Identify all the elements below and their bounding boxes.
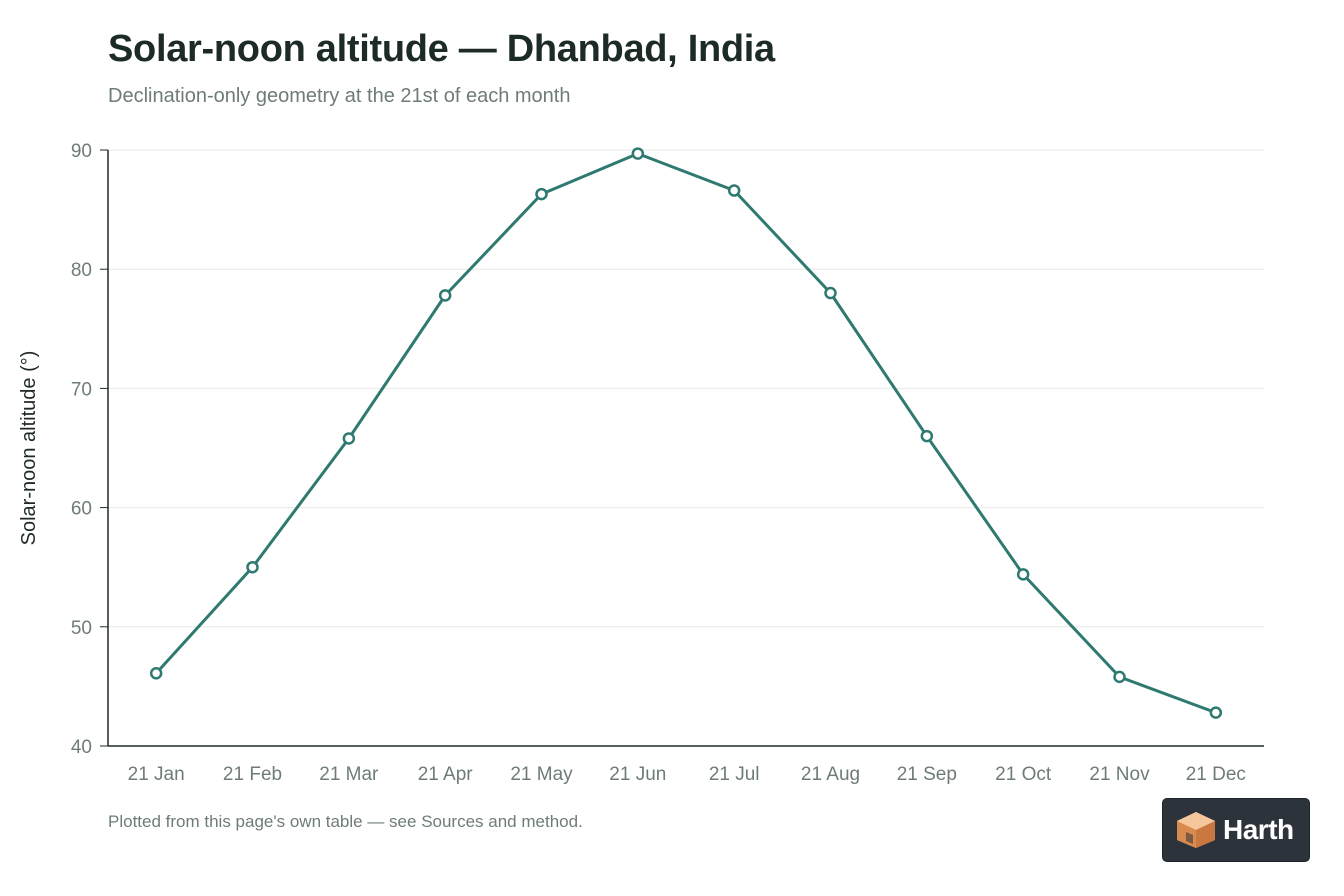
- x-tick-label: 21 Nov: [1089, 764, 1150, 785]
- chart-title: Solar-noon altitude — Dhanbad, India: [108, 28, 775, 70]
- chart-subtitle: Declination-only geometry at the 21st of…: [108, 85, 571, 107]
- y-tick-label: 90: [71, 141, 92, 162]
- data-point[interactable]: [920, 429, 934, 443]
- logo-text: Harth: [1223, 814, 1294, 845]
- x-tick-label: 21 Mar: [319, 764, 379, 785]
- y-tick-labels: 40 50 60 70 80 90: [71, 141, 92, 758]
- y-axis-label: Solar-noon altitude (°): [18, 351, 40, 546]
- data-point[interactable]: [727, 184, 741, 197]
- data-point[interactable]: [1113, 670, 1126, 684]
- data-point[interactable]: [1209, 706, 1223, 719]
- x-tick-label: 21 Apr: [418, 764, 474, 785]
- data-point[interactable]: [246, 560, 259, 574]
- data-point[interactable]: [149, 667, 163, 680]
- y-tick-label: 80: [71, 260, 92, 281]
- data-point[interactable]: [1016, 568, 1030, 581]
- series-altitude: [149, 147, 1223, 719]
- x-tick-label: 21 Jan: [128, 764, 185, 785]
- data-point[interactable]: [438, 289, 452, 302]
- harth-logo-icon: [1177, 812, 1215, 848]
- data-point[interactable]: [631, 147, 645, 160]
- source-note: Plotted from this page's own table — see…: [108, 812, 583, 831]
- x-tick-label: 21 Sep: [897, 764, 957, 785]
- x-tick-label: 21 May: [510, 764, 573, 785]
- axes: [100, 149, 1264, 747]
- grid-lines: [108, 149, 1264, 628]
- series-line: [155, 152, 1217, 715]
- x-tick-label: 21 Dec: [1186, 764, 1246, 785]
- x-tick-label: 21 Jun: [609, 764, 666, 785]
- data-point[interactable]: [342, 432, 356, 445]
- y-tick-label: 50: [71, 618, 92, 639]
- data-point[interactable]: [535, 187, 548, 201]
- y-tick-label: 40: [71, 737, 92, 758]
- data-point[interactable]: [824, 286, 837, 300]
- x-tick-label: 21 Oct: [995, 764, 1052, 785]
- y-tick-label: 70: [71, 379, 92, 400]
- harth-logo[interactable]: Harth: [1162, 798, 1310, 862]
- x-tick-label: 21 Aug: [801, 764, 860, 785]
- y-tick-label: 60: [71, 499, 92, 520]
- x-tick-label: 21 Feb: [223, 764, 282, 785]
- x-tick-labels: 21 Jan 21 Feb 21 Mar 21 Apr 21 May 21 Jun 21 J…: [128, 764, 1246, 785]
- x-tick-label: 21 Jul: [709, 764, 760, 785]
